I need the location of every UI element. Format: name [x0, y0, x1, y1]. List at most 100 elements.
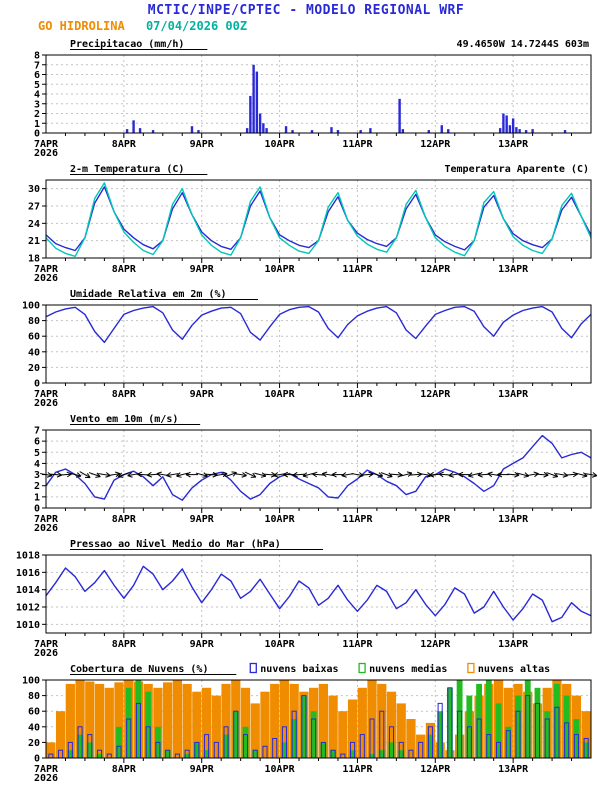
svg-text:10APR: 10APR — [265, 264, 296, 275]
svg-text:8: 8 — [34, 51, 40, 62]
station-label: GO HIDROLINA — [38, 19, 125, 33]
svg-text:1012: 1012 — [16, 603, 40, 614]
svg-text:21: 21 — [28, 236, 40, 247]
svg-text:12APR: 12APR — [420, 514, 451, 525]
svg-text:4: 4 — [34, 90, 40, 101]
svg-text:12APR: 12APR — [420, 389, 451, 400]
svg-text:11APR: 11APR — [342, 764, 373, 775]
model-run-label: 07/04/2026 00Z — [145, 19, 248, 33]
svg-text:1016: 1016 — [16, 568, 40, 579]
svg-text:10APR: 10APR — [265, 389, 296, 400]
svg-text:2-m Temperatura (C): 2-m Temperatura (C) — [70, 164, 184, 175]
svg-text:11APR: 11APR — [342, 639, 373, 650]
svg-text:Vento em 10m (m/s): Vento em 10m (m/s) — [70, 414, 178, 425]
svg-text:40: 40 — [28, 722, 40, 733]
svg-text:80: 80 — [28, 316, 40, 327]
svg-text:60: 60 — [28, 332, 40, 343]
svg-text:8APR: 8APR — [112, 139, 137, 150]
svg-text:12APR: 12APR — [420, 264, 451, 275]
svg-text:3: 3 — [34, 99, 40, 110]
svg-text:nuvens medias: nuvens medias — [369, 663, 447, 675]
svg-text:7: 7 — [34, 60, 40, 71]
svg-text:13APR: 13APR — [498, 139, 529, 150]
svg-text:9APR: 9APR — [190, 639, 215, 650]
svg-text:1: 1 — [34, 492, 40, 503]
svg-text:7APR: 7APR — [34, 139, 59, 150]
svg-text:10APR: 10APR — [265, 639, 296, 650]
svg-text:100: 100 — [22, 676, 40, 687]
svg-text:9APR: 9APR — [190, 514, 215, 525]
svg-text:2026: 2026 — [34, 523, 58, 533]
svg-text:13APR: 13APR — [498, 764, 529, 775]
svg-text:Pressao ao Nivel Medio do Mar: Pressao ao Nivel Medio do Mar (hPa) — [70, 538, 281, 550]
svg-text:12APR: 12APR — [420, 764, 451, 775]
svg-text:80: 80 — [28, 691, 40, 702]
svg-text:2: 2 — [34, 109, 40, 120]
svg-text:40: 40 — [28, 347, 40, 358]
panel-humidity: 0 20 40 60 80 100 7APR 8APR 9APR 10APR 11APR 12APR 1… — [22, 288, 592, 408]
svg-text:2026: 2026 — [34, 398, 58, 408]
svg-text:2026: 2026 — [34, 148, 58, 158]
svg-text:Temperatura Aparente (C): Temperatura Aparente (C) — [445, 164, 590, 175]
svg-text:8APR: 8APR — [112, 389, 137, 400]
svg-text:8APR: 8APR — [112, 264, 137, 275]
svg-text:11APR: 11APR — [342, 514, 373, 525]
svg-text:7APR: 7APR — [34, 639, 59, 650]
svg-text:20: 20 — [28, 363, 40, 374]
svg-text:2026: 2026 — [34, 648, 58, 658]
svg-text:9APR: 9APR — [190, 139, 215, 150]
svg-text:2026: 2026 — [34, 773, 58, 783]
chart-panels: 0 1 2 3 4 5 6 7 8 7APR 8APR 9APR 10APR 11APR 12APR 13AP… — [0, 33, 612, 783]
header: MCTIC/INPE/CPTEC - MODELO REGIONAL WRF G… — [0, 0, 612, 33]
svg-text:0: 0 — [34, 129, 40, 140]
header-subline: GO HIDROLINA 07/04/2026 00Z — [0, 19, 612, 33]
svg-text:6: 6 — [34, 70, 40, 81]
svg-text:7APR: 7APR — [34, 514, 59, 525]
svg-text:6: 6 — [34, 437, 40, 448]
svg-text:1018: 1018 — [16, 551, 40, 562]
svg-text:7APR: 7APR — [34, 764, 59, 775]
svg-text:13APR: 13APR — [498, 514, 529, 525]
svg-text:10APR: 10APR — [265, 139, 296, 150]
svg-text:13APR: 13APR — [498, 264, 529, 275]
svg-text:Umidade Relativa em 2m (%): Umidade Relativa em 2m (%) — [70, 288, 227, 300]
svg-text:49.4650W 14.7244S 603m: 49.4650W 14.7244S 603m — [457, 39, 589, 50]
svg-text:20: 20 — [28, 738, 40, 749]
svg-text:24: 24 — [28, 219, 40, 230]
svg-text:30: 30 — [28, 184, 40, 195]
svg-text:11APR: 11APR — [342, 389, 373, 400]
svg-text:0: 0 — [34, 754, 40, 765]
panel-temperature: 18 21 24 27 30 7APR 8APR 9APR 10APR 11APR 12APR 13A… — [28, 164, 592, 283]
svg-text:2026: 2026 — [34, 273, 58, 283]
svg-text:nuvens altas: nuvens altas — [478, 664, 550, 675]
svg-text:13APR: 13APR — [498, 639, 529, 650]
panel-clouds: 0 20 40 60 80 100 7APR 8APR 9APR 10APR 11APR 12APR 1… — [22, 662, 592, 783]
svg-text:13APR: 13APR — [498, 389, 529, 400]
svg-text:7APR: 7APR — [34, 264, 59, 275]
svg-text:9APR: 9APR — [190, 764, 215, 775]
svg-text:1010: 1010 — [16, 620, 40, 631]
svg-text:18: 18 — [28, 254, 40, 265]
svg-text:1014: 1014 — [16, 585, 40, 596]
svg-text:7: 7 — [34, 426, 40, 437]
svg-text:nuvens baixas: nuvens baixas — [260, 663, 338, 675]
svg-text:11APR: 11APR — [342, 139, 373, 150]
page-title: MCTIC/INPE/CPTEC - MODELO REGIONAL WRF — [147, 3, 465, 18]
svg-text:9APR: 9APR — [190, 264, 215, 275]
svg-text:Precipitacao (mm/h): Precipitacao (mm/h) — [70, 38, 184, 50]
panel-pressure: 1010 1012 1014 1016 1018 7APR 8APR 9APR 10APR 11A… — [16, 538, 592, 658]
svg-text:8APR: 8APR — [112, 639, 137, 650]
svg-text:1: 1 — [34, 119, 40, 130]
svg-text:0: 0 — [34, 379, 40, 390]
svg-text:Cobertura de Nuvens (%): Cobertura de Nuvens (%) — [70, 664, 208, 675]
svg-text:2: 2 — [34, 481, 40, 492]
svg-text:10APR: 10APR — [265, 514, 296, 525]
svg-text:4: 4 — [34, 459, 40, 470]
svg-text:3: 3 — [34, 470, 40, 481]
svg-text:0: 0 — [34, 504, 40, 515]
svg-text:27: 27 — [28, 202, 40, 213]
svg-text:7APR: 7APR — [34, 389, 59, 400]
